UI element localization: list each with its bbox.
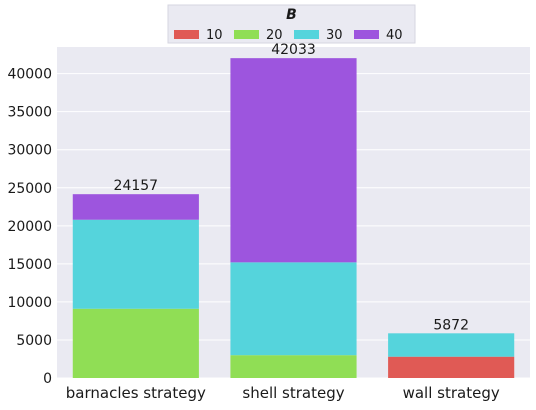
- bar-segment-40: [230, 58, 357, 263]
- bar-segment-30: [388, 333, 515, 357]
- x-tick-label: barnacles strategy: [66, 384, 206, 402]
- y-tick-label: 10000: [7, 295, 52, 311]
- y-tick-label: 25000: [7, 181, 52, 197]
- total-label: 42033: [271, 42, 316, 58]
- total-label: 5872: [433, 317, 469, 333]
- legend-swatch-10: [174, 30, 199, 39]
- y-axis-ticks: 0 5000 10000 15000 20000 25000 30000 35000 40000: [7, 67, 52, 387]
- x-tick-label: shell strategy: [242, 384, 344, 402]
- bar-segment-30: [72, 219, 199, 309]
- bar-segment-10: [388, 356, 515, 378]
- y-tick-label: 30000: [7, 143, 52, 159]
- x-axis-ticks: barnacles strategy shell strategy wall str…: [66, 384, 500, 402]
- legend-label-30: 30: [326, 28, 343, 43]
- total-label: 24157: [114, 178, 159, 194]
- bar-segment-20: [230, 355, 357, 378]
- y-tick-label: 5000: [16, 333, 52, 349]
- legend-label-20: 20: [266, 28, 283, 43]
- x-tick-label: wall strategy: [403, 384, 500, 402]
- legend-title: B: [286, 7, 297, 23]
- legend-label-40: 40: [386, 28, 403, 43]
- legend-swatch-20: [234, 30, 259, 39]
- bars: [72, 58, 515, 378]
- y-tick-label: 15000: [7, 257, 52, 273]
- bar-segment-40: [72, 194, 199, 220]
- legend-swatch-30: [294, 30, 319, 39]
- bar-segment-30: [230, 262, 357, 356]
- total-labels: 24157 42033 5872: [114, 42, 469, 333]
- bar-segment-20: [72, 308, 199, 378]
- legend-swatch-40: [354, 30, 379, 39]
- y-tick-label: 20000: [7, 219, 52, 235]
- legend: B 10 20 30 40: [167, 4, 416, 44]
- y-tick-label: 40000: [7, 67, 52, 83]
- y-tick-label: 35000: [7, 105, 52, 121]
- y-tick-label: 0: [43, 371, 52, 387]
- legend-label-10: 10: [206, 28, 223, 43]
